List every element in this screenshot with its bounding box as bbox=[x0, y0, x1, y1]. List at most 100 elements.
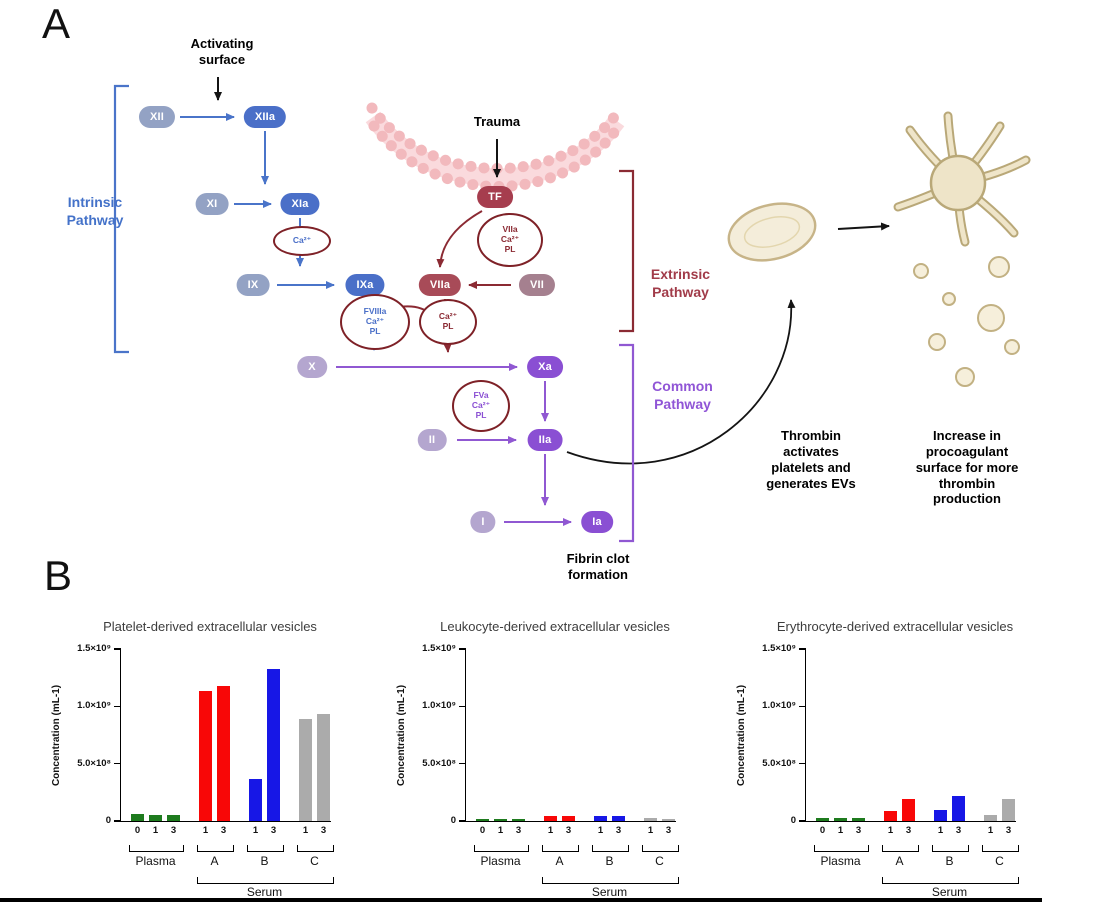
bar-B-1 bbox=[249, 778, 262, 821]
bar-Plasma-1 bbox=[834, 817, 847, 821]
y-axis-tick bbox=[799, 820, 806, 822]
group-bracket bbox=[982, 845, 1019, 852]
y-tick-label: 1.5×10⁹ bbox=[422, 643, 456, 654]
y-tick-label: 1.5×10⁹ bbox=[762, 643, 796, 654]
bar-B-3 bbox=[612, 816, 625, 821]
group-label: B bbox=[260, 854, 269, 868]
y-tick-label: 0 bbox=[450, 815, 456, 826]
extrinsic-pathway-label: Extrinsic Pathway bbox=[650, 266, 711, 300]
y-axis-tick bbox=[799, 705, 806, 708]
bar-Plasma-3 bbox=[167, 814, 180, 821]
group-label: Plasma bbox=[135, 854, 176, 868]
x-tick-label: 3 bbox=[665, 825, 672, 836]
x-tick-label: 1 bbox=[597, 825, 604, 836]
x-tick-label: 3 bbox=[1005, 825, 1012, 836]
bar-B-3 bbox=[952, 795, 965, 821]
x-tick-label: 3 bbox=[515, 825, 522, 836]
common-arrows bbox=[336, 363, 572, 526]
group-label: A bbox=[555, 854, 564, 868]
bar-Plasma-3 bbox=[852, 817, 865, 821]
x-tick-label: 0 bbox=[819, 825, 826, 836]
factor-ix-node: IX bbox=[236, 274, 270, 296]
x-tick-label: 3 bbox=[615, 825, 622, 836]
bar-Plasma-0 bbox=[476, 818, 489, 821]
group-label: Plasma bbox=[820, 854, 861, 868]
y-axis-label: Concentration (mL-1) bbox=[396, 684, 408, 786]
trauma-label: Trauma bbox=[473, 114, 521, 129]
y-tick-label: 1.0×10⁹ bbox=[422, 700, 456, 712]
y-axis-label: Concentration (mL-1) bbox=[51, 684, 63, 786]
serum-bracket bbox=[197, 877, 334, 884]
x-tick-label: 3 bbox=[905, 825, 912, 836]
group-bracket bbox=[642, 845, 679, 852]
bottom-rule bbox=[0, 898, 1042, 902]
group-bracket bbox=[197, 845, 234, 852]
intrinsic-pathway-label: Intrinsic Pathway bbox=[66, 194, 124, 228]
group-label: C bbox=[995, 854, 1004, 868]
bar-Plasma-0 bbox=[816, 817, 829, 821]
serum-bracket bbox=[542, 877, 679, 884]
bar-B-3 bbox=[267, 668, 280, 821]
factor-ii-node: II bbox=[417, 429, 447, 451]
serum-label: Serum bbox=[591, 885, 628, 899]
x-tick-label: 1 bbox=[887, 825, 894, 836]
serum-label: Serum bbox=[246, 885, 283, 899]
y-tick-label: 0 bbox=[790, 815, 796, 826]
y-axis-tick bbox=[459, 705, 466, 708]
y-axis-label: Concentration (mL-1) bbox=[736, 684, 748, 786]
y-axis-tick bbox=[114, 648, 121, 650]
panel-b-label: B bbox=[44, 552, 73, 599]
x-tick-label: 3 bbox=[220, 825, 227, 836]
black-arrows bbox=[214, 77, 890, 465]
bar-A-1 bbox=[884, 810, 897, 821]
group-label: Plasma bbox=[480, 854, 521, 868]
group-label: B bbox=[605, 854, 614, 868]
platelet-activation-arrow bbox=[837, 222, 890, 231]
x-tick-label: 1 bbox=[547, 825, 554, 836]
factor-xi-node: XI bbox=[195, 193, 229, 215]
y-axis-tick bbox=[459, 648, 466, 650]
bar-C-3 bbox=[1002, 799, 1015, 821]
fibrin-clot-label: Fibrin clot formation bbox=[566, 551, 630, 582]
chart-platelet-ev: Platelet-derived extracellular vesicles … bbox=[50, 605, 370, 905]
plot-area: Concentration (mL-1) 0 5.0×10⁸ 1.0×10⁹ 1.5×… bbox=[52, 643, 334, 899]
factor-ixa-node: IXa bbox=[345, 274, 385, 296]
factor-xiia-node: XIIa bbox=[243, 106, 287, 128]
tissue-factor-node: TF bbox=[477, 186, 513, 208]
x-tick-label: 1 bbox=[252, 825, 259, 836]
factor-vii-node: VII bbox=[518, 274, 556, 296]
fviiia-complex: FVIIIa Ca²⁺ PL bbox=[340, 294, 410, 350]
y-tick-label: 0 bbox=[105, 815, 111, 826]
bar-Plasma-3 bbox=[512, 818, 525, 821]
thrombin-feedback-arrow bbox=[566, 299, 796, 465]
y-tick-label: 5.0×10⁸ bbox=[762, 757, 796, 769]
chart-title: Platelet-derived extracellular vesicles bbox=[103, 619, 317, 634]
bar-A-3 bbox=[562, 815, 575, 821]
y-tick-label: 5.0×10⁸ bbox=[422, 757, 456, 769]
y-axis-tick bbox=[799, 763, 806, 765]
factor-xa-node: Xa bbox=[527, 356, 563, 378]
intrinsic-bracket bbox=[113, 84, 129, 354]
bar-A-1 bbox=[544, 816, 557, 821]
y-axis-tick bbox=[114, 820, 121, 822]
chart-title: Leukocyte-derived extracellular vesicles bbox=[440, 619, 670, 634]
bar-A-3 bbox=[902, 799, 915, 821]
x-tick-label: 3 bbox=[270, 825, 277, 836]
calcium-pl-complex: Ca²⁺ PL bbox=[419, 299, 477, 345]
x-tick-label: 3 bbox=[855, 825, 862, 836]
group-label: C bbox=[310, 854, 319, 868]
bar-C-1 bbox=[984, 815, 997, 821]
factor-i-node: I bbox=[470, 511, 496, 533]
fva-complex: FVa Ca²⁺ PL bbox=[452, 380, 510, 432]
x-tick-label: 0 bbox=[134, 825, 141, 836]
thrombin-note: Thrombin activates platelets and generat… bbox=[766, 428, 856, 491]
x-tick-label: 1 bbox=[937, 825, 944, 836]
bar-A-3 bbox=[217, 685, 230, 821]
factor-ia-node: Ia bbox=[581, 511, 613, 533]
x-tick-label: 1 bbox=[497, 825, 504, 836]
extracellular-vesicles bbox=[913, 256, 1020, 387]
serum-label: Serum bbox=[931, 885, 968, 899]
common-pathway-label: Common Pathway bbox=[652, 378, 713, 412]
